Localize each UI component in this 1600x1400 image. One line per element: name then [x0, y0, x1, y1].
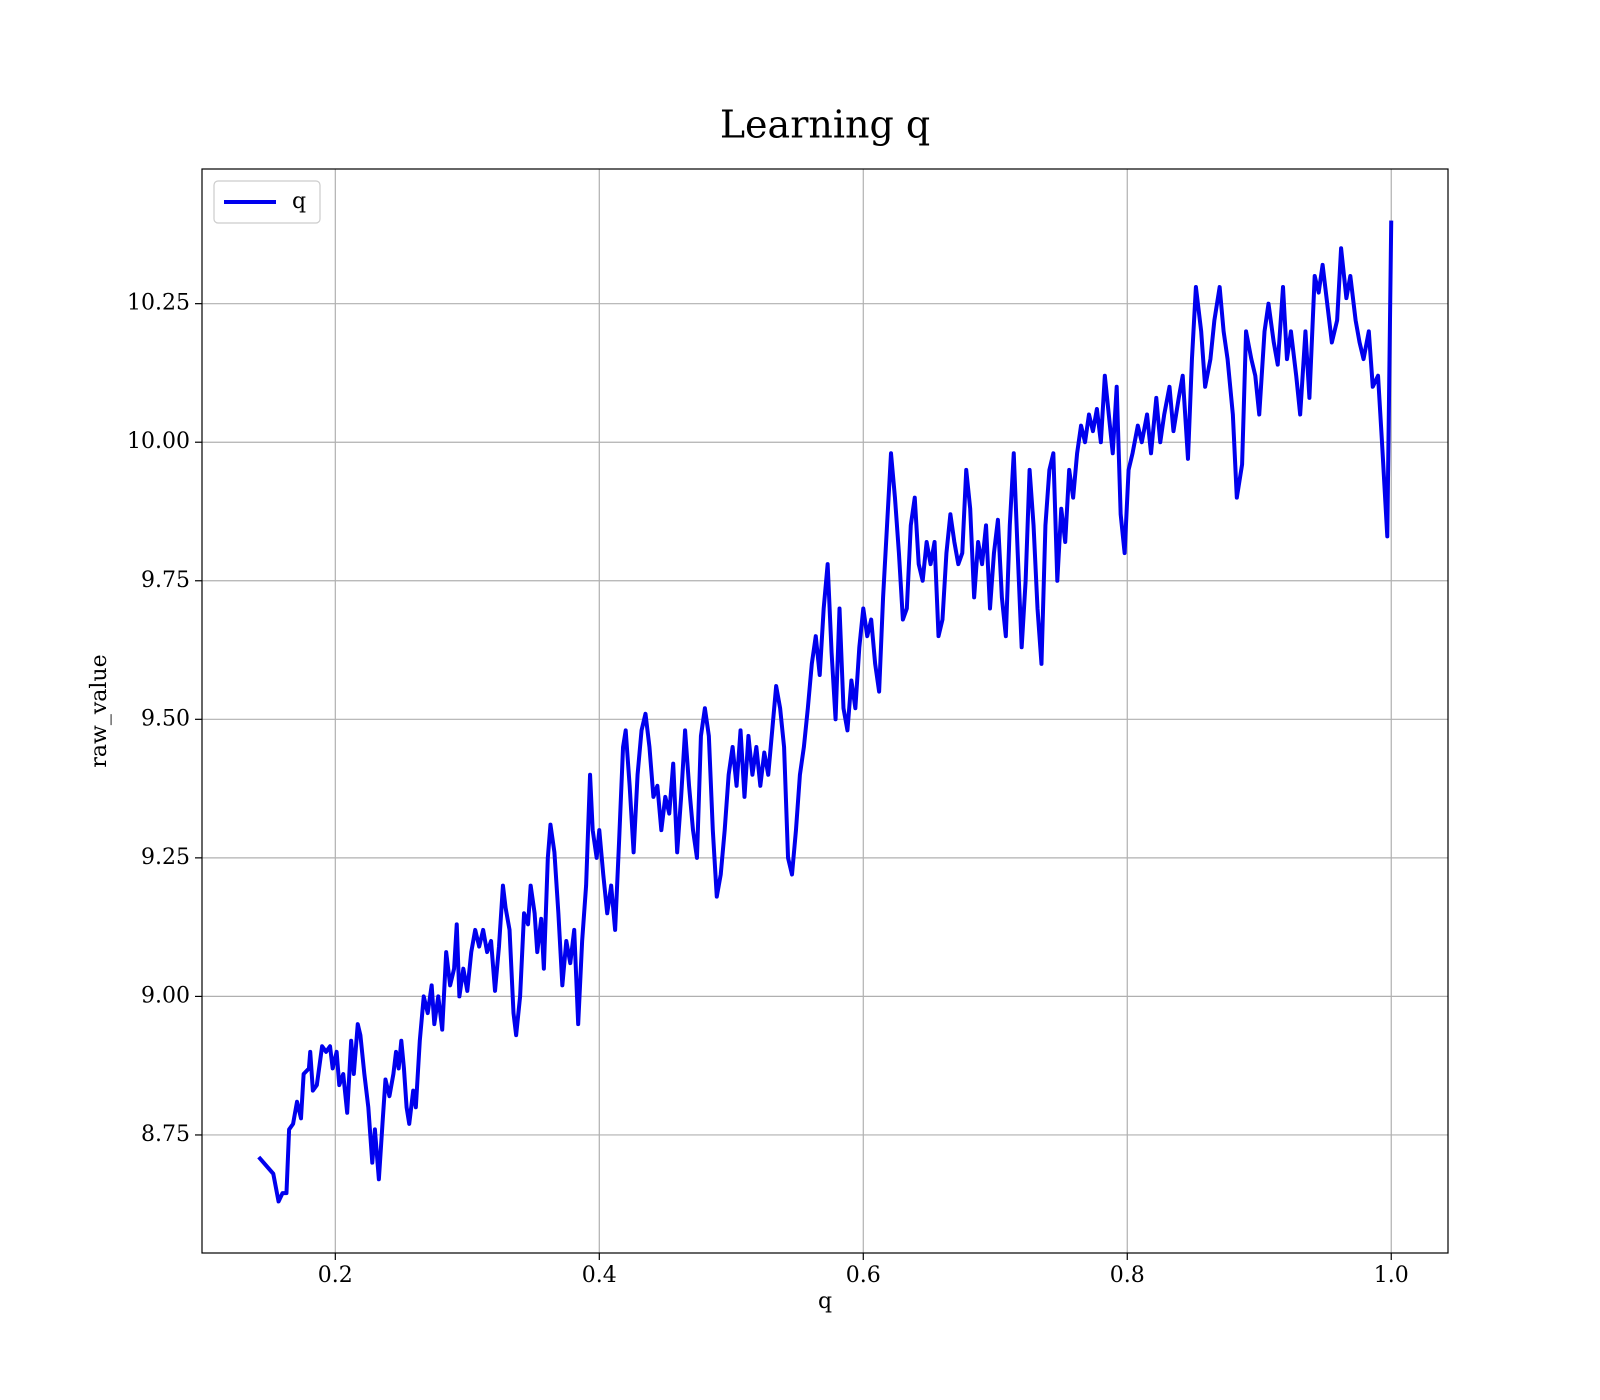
x-tick-label: 1.0 [1374, 1263, 1409, 1288]
x-tick-label: 0.4 [582, 1263, 617, 1288]
x-tick-label: 0.6 [846, 1263, 881, 1288]
x-tick-label: 0.8 [1110, 1263, 1145, 1288]
legend: q [213, 180, 321, 224]
x-axis-label: q [818, 1289, 832, 1314]
y-tick-label: 8.75 [141, 1122, 190, 1147]
y-tick-label: 9.25 [141, 845, 190, 870]
legend-label: q [292, 189, 306, 214]
chart-title: Learning q [720, 103, 930, 147]
x-tick-label: 0.2 [318, 1263, 353, 1288]
data-line [257, 220, 1394, 1204]
y-axis-label: raw_value [87, 654, 112, 767]
plot-frame [201, 168, 1449, 1254]
y-tick-label: 9.75 [141, 568, 190, 593]
y-tick-label: 9.50 [141, 706, 190, 731]
y-tick-label: 10.00 [127, 429, 190, 454]
y-tick-label: 9.00 [141, 983, 190, 1008]
y-tick-label: 10.25 [127, 291, 190, 316]
